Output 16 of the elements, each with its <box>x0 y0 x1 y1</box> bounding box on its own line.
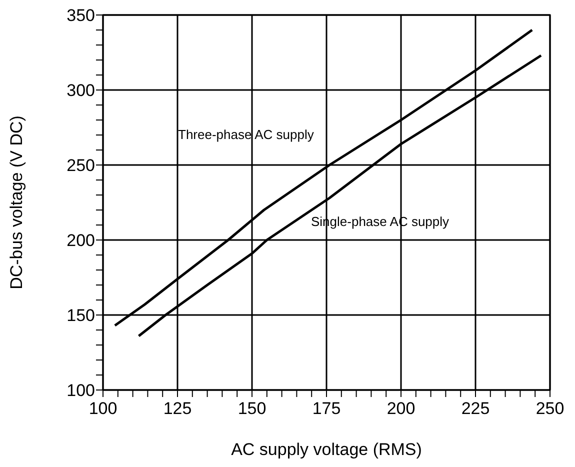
y-tick-label: 250 <box>66 156 95 175</box>
x-axis-title: AC supply voltage (RMS) <box>231 440 422 459</box>
x-tick-label: 250 <box>536 399 564 418</box>
y-tick-label: 100 <box>66 381 95 400</box>
y-axis-title: DC-bus voltage (V DC) <box>7 116 26 290</box>
x-tick-label: 150 <box>238 399 266 418</box>
y-tick-label: 150 <box>66 306 95 325</box>
x-tick-label: 100 <box>88 399 118 418</box>
x-tick-label: 225 <box>461 399 490 418</box>
x-tick-label: 200 <box>386 399 416 418</box>
y-tick-label: 200 <box>66 231 95 250</box>
y-tick-label: 300 <box>66 81 95 100</box>
x-tick-label: 175 <box>312 399 341 418</box>
x-tick-label: 125 <box>163 399 192 418</box>
text: Three-phase AC supply <box>178 127 314 142</box>
y-tick-label: 350 <box>66 6 95 25</box>
